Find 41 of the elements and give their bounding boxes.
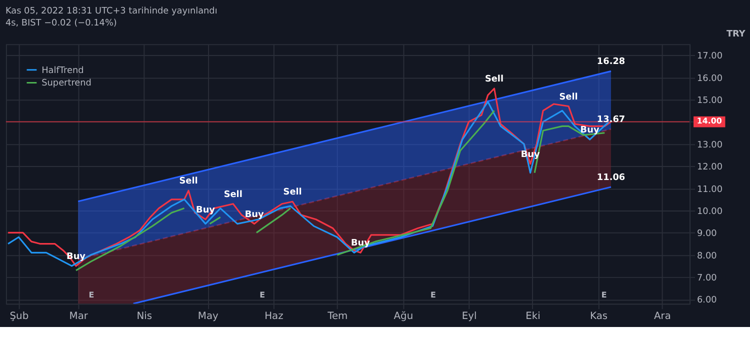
y-tick-label: 7.00 [696, 274, 718, 284]
annotation: Sell [484, 74, 504, 85]
x-tick-label: May [198, 311, 218, 322]
x-tick-label: Kas [590, 311, 608, 322]
x-tick-label: Nis [136, 311, 152, 322]
y-tick-label: 13.00 [696, 140, 723, 150]
y-tick-label: 16.00 [696, 74, 723, 84]
x-tick-label: Ara [654, 311, 671, 322]
x-tick-label: Eki [526, 311, 540, 322]
x-tick-label: Eyl [462, 311, 477, 322]
y-tick-label: 12.00 [696, 162, 723, 173]
x-tick-label: Haz [264, 311, 284, 322]
annotation: Sell [559, 92, 578, 102]
y-tick-label: 17.00 [696, 52, 723, 62]
chart-title: Kas 05, 2022 18:31 UTC+3 tarihinde yayınlandı [5, 6, 218, 16]
chart-subtitle: 4s, BIST −0.02 (−0.14%) [5, 18, 117, 28]
y-tick-label: 8.00 [696, 251, 718, 262]
annotation: 16.28 [596, 57, 626, 68]
x-tick-label: Şub [10, 311, 29, 322]
annotation: E [601, 290, 607, 300]
ref-line-label: 14.00 [696, 116, 722, 126]
legend-label: HalfTrend [42, 66, 84, 76]
annotation: E [430, 290, 436, 300]
x-tick-label: Tem [326, 311, 348, 322]
annotation: 11.06 [596, 173, 626, 184]
y-tick-label: 9.00 [696, 229, 718, 240]
annotation: Sell [224, 190, 242, 200]
y-tick-label: 10.00 [696, 206, 723, 217]
annotation: E [260, 290, 266, 300]
x-tick-label: Ağu [394, 311, 414, 322]
y-axis-title: TRY [726, 30, 746, 40]
y-tick-label: 15.00 [696, 96, 723, 106]
annotation: Sell [283, 188, 302, 198]
x-tick-label: Mar [69, 311, 89, 322]
annotation: Buy [244, 210, 264, 220]
annotation: Buy [580, 126, 600, 136]
annotation: Sell [179, 176, 198, 187]
annotation: E [88, 290, 94, 300]
y-tick-label: 6.00 [696, 296, 718, 306]
y-tick-label: 11.00 [696, 184, 723, 195]
legend-label: Supertrend [42, 78, 92, 89]
